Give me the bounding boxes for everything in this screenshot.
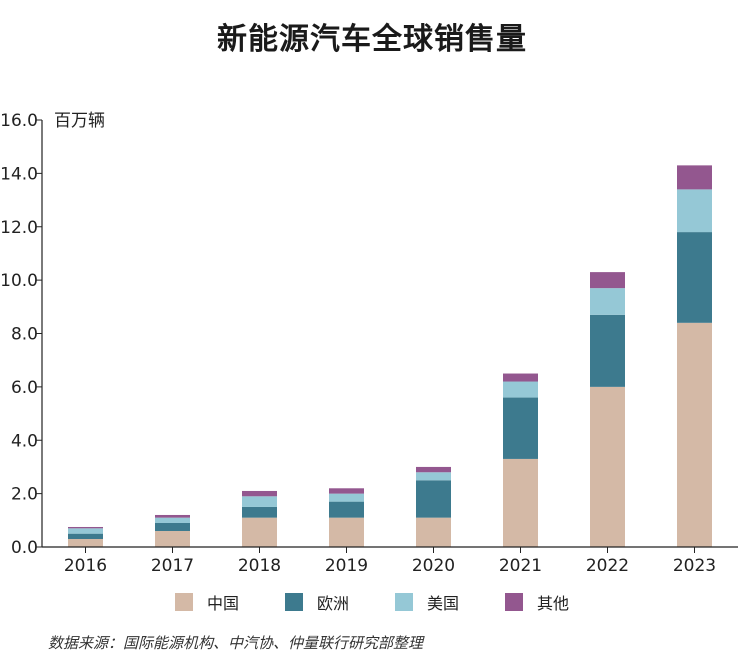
bar-segment-2020-中国: [416, 517, 451, 547]
y-tick-label: 10.0: [0, 271, 38, 291]
bar-segment-2023-其他: [677, 165, 712, 190]
x-tick-label: 2022: [586, 556, 629, 576]
bar-segment-2016-其他: [68, 526, 103, 529]
legend-item: 其他: [505, 590, 569, 614]
bar-segment-2022-中国: [590, 386, 625, 547]
bar-segment-2021-美国: [503, 381, 538, 398]
y-tick-label: 16.0: [0, 111, 38, 131]
bar-segment-2023-中国: [677, 322, 712, 547]
y-tick-label: 2.0: [11, 485, 38, 505]
bar-segment-2017-其他: [155, 514, 190, 518]
bar-segment-2023-美国: [677, 189, 712, 233]
chart-title: 新能源汽车全球销售量: [217, 22, 527, 57]
y-tick-label: 4.0: [11, 431, 38, 451]
x-tick-label: 2021: [499, 556, 542, 576]
bar-segment-2017-中国: [155, 530, 190, 547]
legend-item: 美国: [395, 590, 459, 614]
legend-label: 美国: [427, 594, 460, 613]
bar-segment-2021-欧洲: [503, 397, 538, 459]
bar-segment-2021-中国: [503, 458, 538, 547]
x-tick-label: 2019: [325, 556, 368, 576]
bar-segment-2018-欧洲: [242, 506, 277, 518]
bar-segment-2022-其他: [590, 272, 625, 289]
bar-segment-2019-其他: [329, 488, 364, 494]
bar-segment-2020-其他: [416, 466, 451, 473]
bar-segment-2023-欧洲: [677, 232, 712, 323]
y-tick-label: 8.0: [11, 325, 38, 345]
legend-item: 中国: [174, 590, 239, 614]
bar-segment-2018-中国: [242, 517, 277, 547]
bar-segment-2018-其他: [242, 490, 277, 497]
bar-segment-2018-美国: [242, 496, 277, 507]
bar-segment-2022-美国: [590, 288, 625, 315]
x-tick-label: 2017: [151, 556, 194, 576]
source-note: 数据来源：国际能源机构、中汽协、仲量联行研究部整理: [48, 634, 424, 652]
bar-segment-2016-美国: [68, 528, 103, 534]
bar-segment-2020-欧洲: [416, 480, 451, 518]
x-tick-label: 2020: [412, 556, 455, 576]
legend-label: 其他: [537, 594, 570, 613]
legend-label: 欧洲: [316, 594, 349, 613]
legend-swatch: [174, 593, 193, 611]
bar-segment-2016-欧洲: [68, 533, 103, 539]
y-tick-label: 14.0: [0, 164, 38, 184]
y-axis-unit-label: 百万辆: [54, 111, 105, 131]
bar-segment-2019-欧洲: [329, 501, 364, 518]
bar-segment-2022-欧洲: [590, 314, 625, 387]
x-tick-label: 2018: [238, 556, 281, 576]
bar-segment-2020-美国: [416, 472, 451, 481]
y-tick-label: 12.0: [0, 218, 38, 238]
legend-swatch: [505, 593, 524, 611]
bar-segment-2019-中国: [329, 517, 364, 547]
legend: 中国 欧洲 美国 其他: [0, 590, 744, 614]
bar-segment-2019-美国: [329, 493, 364, 502]
x-tick-label: 2016: [64, 556, 107, 576]
y-tick-label: 6.0: [11, 378, 38, 398]
legend-label: 中国: [206, 594, 239, 613]
bar-segment-2017-欧洲: [155, 522, 190, 531]
legend-item: 欧洲: [284, 590, 349, 614]
x-tick-label: 2023: [673, 556, 716, 576]
bar-segment-2016-中国: [68, 538, 103, 547]
y-tick-label: 0.0: [11, 538, 38, 558]
legend-swatch: [395, 593, 413, 611]
legend-swatch: [284, 593, 303, 611]
bar-segment-2017-美国: [155, 517, 190, 523]
bar-segment-2021-其他: [503, 373, 538, 382]
